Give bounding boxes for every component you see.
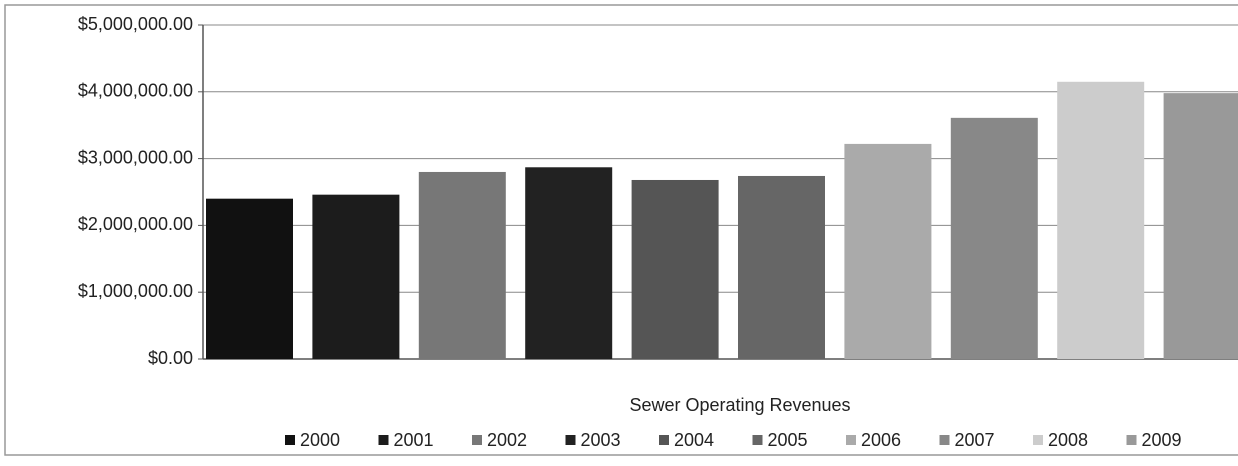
legend-label: 2009 [1142, 430, 1182, 450]
bar [312, 194, 400, 359]
legend-label: 2008 [1048, 430, 1088, 450]
bar [206, 198, 293, 359]
legend-swatch [378, 435, 389, 445]
legend-label: 2005 [768, 430, 808, 450]
legend-swatch [1126, 435, 1137, 445]
x-tick-label: Sewer Operating Revenues [629, 395, 850, 415]
legend-swatch [472, 435, 482, 445]
legend-label: 2001 [394, 430, 434, 450]
legend-label: 2004 [674, 430, 714, 450]
legend-label: 2003 [581, 430, 621, 450]
chart-frame [4, 4, 1238, 456]
bar [418, 171, 506, 359]
legend-label: 2007 [955, 430, 995, 450]
legend-label: 2002 [487, 430, 527, 450]
bar [1057, 81, 1145, 359]
legend-swatch [565, 435, 576, 445]
legend-swatch [285, 435, 295, 445]
legend-swatch [752, 435, 763, 445]
legend-label: 2006 [861, 430, 901, 450]
y-tick-label: $1,000,000.00 [78, 281, 193, 301]
bar [950, 117, 1038, 360]
legend-swatch [1033, 435, 1043, 445]
bar [631, 179, 719, 359]
bar [1163, 93, 1238, 360]
legend-swatch [659, 435, 669, 445]
bar [844, 143, 932, 359]
y-tick-label: $0.00 [148, 348, 193, 368]
y-tick-label: $5,000,000.00 [78, 14, 193, 34]
y-tick-label: $2,000,000.00 [78, 214, 193, 234]
legend-swatch [939, 435, 950, 445]
y-tick-label: $3,000,000.00 [78, 147, 193, 167]
bar [738, 175, 825, 359]
y-tick-label: $4,000,000.00 [78, 81, 193, 101]
legend-label: 2000 [300, 430, 340, 450]
bar [525, 167, 613, 359]
legend-swatch [846, 435, 856, 445]
